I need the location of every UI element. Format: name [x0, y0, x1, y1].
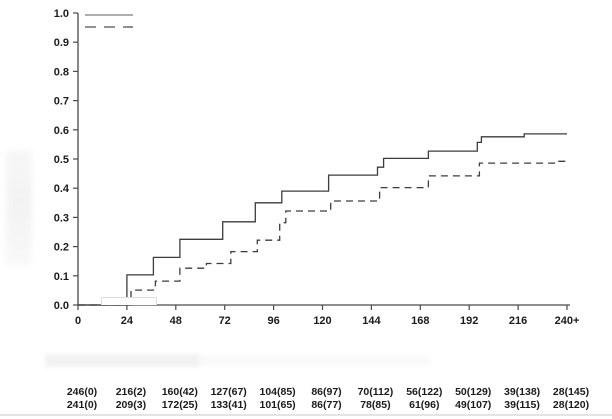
risk-table-cell: 78(85) — [360, 399, 390, 411]
risk-table-cell: 28(120) — [553, 399, 589, 411]
y-tick-label: 0.4 — [54, 183, 70, 195]
risk-table-cell: 61(96) — [409, 399, 439, 411]
y-tick-label: 0.5 — [54, 154, 69, 166]
x-tick-label: 240+ — [555, 315, 580, 327]
y-tick-label: 0.2 — [54, 242, 69, 254]
risk-table-cell: 56(122) — [406, 386, 442, 398]
y-tick-label: 0.8 — [54, 66, 69, 78]
x-tick-label: 192 — [460, 315, 478, 327]
risk-table-cell: 39(138) — [504, 386, 540, 398]
risk-table-cell: 86(77) — [311, 399, 341, 411]
y-tick-label: 1.0 — [54, 8, 69, 20]
risk-table-cell: 104(85) — [259, 386, 295, 398]
risk-table-cell: 133(41) — [211, 399, 247, 411]
x-tick-label: 24 — [121, 315, 134, 327]
x-tick-label: 144 — [362, 315, 381, 327]
risk-table-cell: 216(2) — [116, 386, 146, 398]
x-tick-label: 48 — [170, 315, 182, 327]
x-tick-label: 96 — [267, 315, 279, 327]
y-tick-label: 0.9 — [54, 37, 69, 49]
risk-table-cell: 28(145) — [553, 386, 589, 398]
risk-table-cell: 50(129) — [455, 386, 491, 398]
x-tick-label: 120 — [313, 315, 331, 327]
solid-series-line — [78, 133, 567, 306]
risk-table-cell: 172(25) — [162, 399, 198, 411]
x-tick-label: 72 — [219, 315, 231, 327]
risk-table-cell: 39(115) — [504, 399, 540, 411]
risk-table-cell: 160(42) — [162, 386, 198, 398]
x-tick-label: 168 — [411, 315, 429, 327]
risk-table-cell: 241(0) — [67, 399, 97, 411]
x-tick-label: 0 — [75, 315, 81, 327]
risk-table-cell: 127(67) — [211, 386, 247, 398]
risk-table-cell: 70(112) — [358, 386, 394, 398]
y-tick-label: 0.1 — [54, 271, 69, 283]
risk-table-cell: 246(0) — [67, 386, 97, 398]
y-tick-label: 0.6 — [54, 125, 69, 137]
y-tick-label: 0.7 — [54, 96, 69, 108]
y-tick-label: 0.3 — [54, 212, 69, 224]
x-tick-label: 216 — [509, 315, 527, 327]
risk-table-cell: 49(107) — [455, 399, 491, 411]
risk-table-cell: 209(3) — [116, 399, 146, 411]
risk-table-cell: 101(65) — [259, 399, 295, 411]
y-tick-label: 0.0 — [54, 300, 69, 312]
dashed-series-line — [78, 160, 567, 306]
risk-table-cell: 86(97) — [311, 386, 341, 398]
